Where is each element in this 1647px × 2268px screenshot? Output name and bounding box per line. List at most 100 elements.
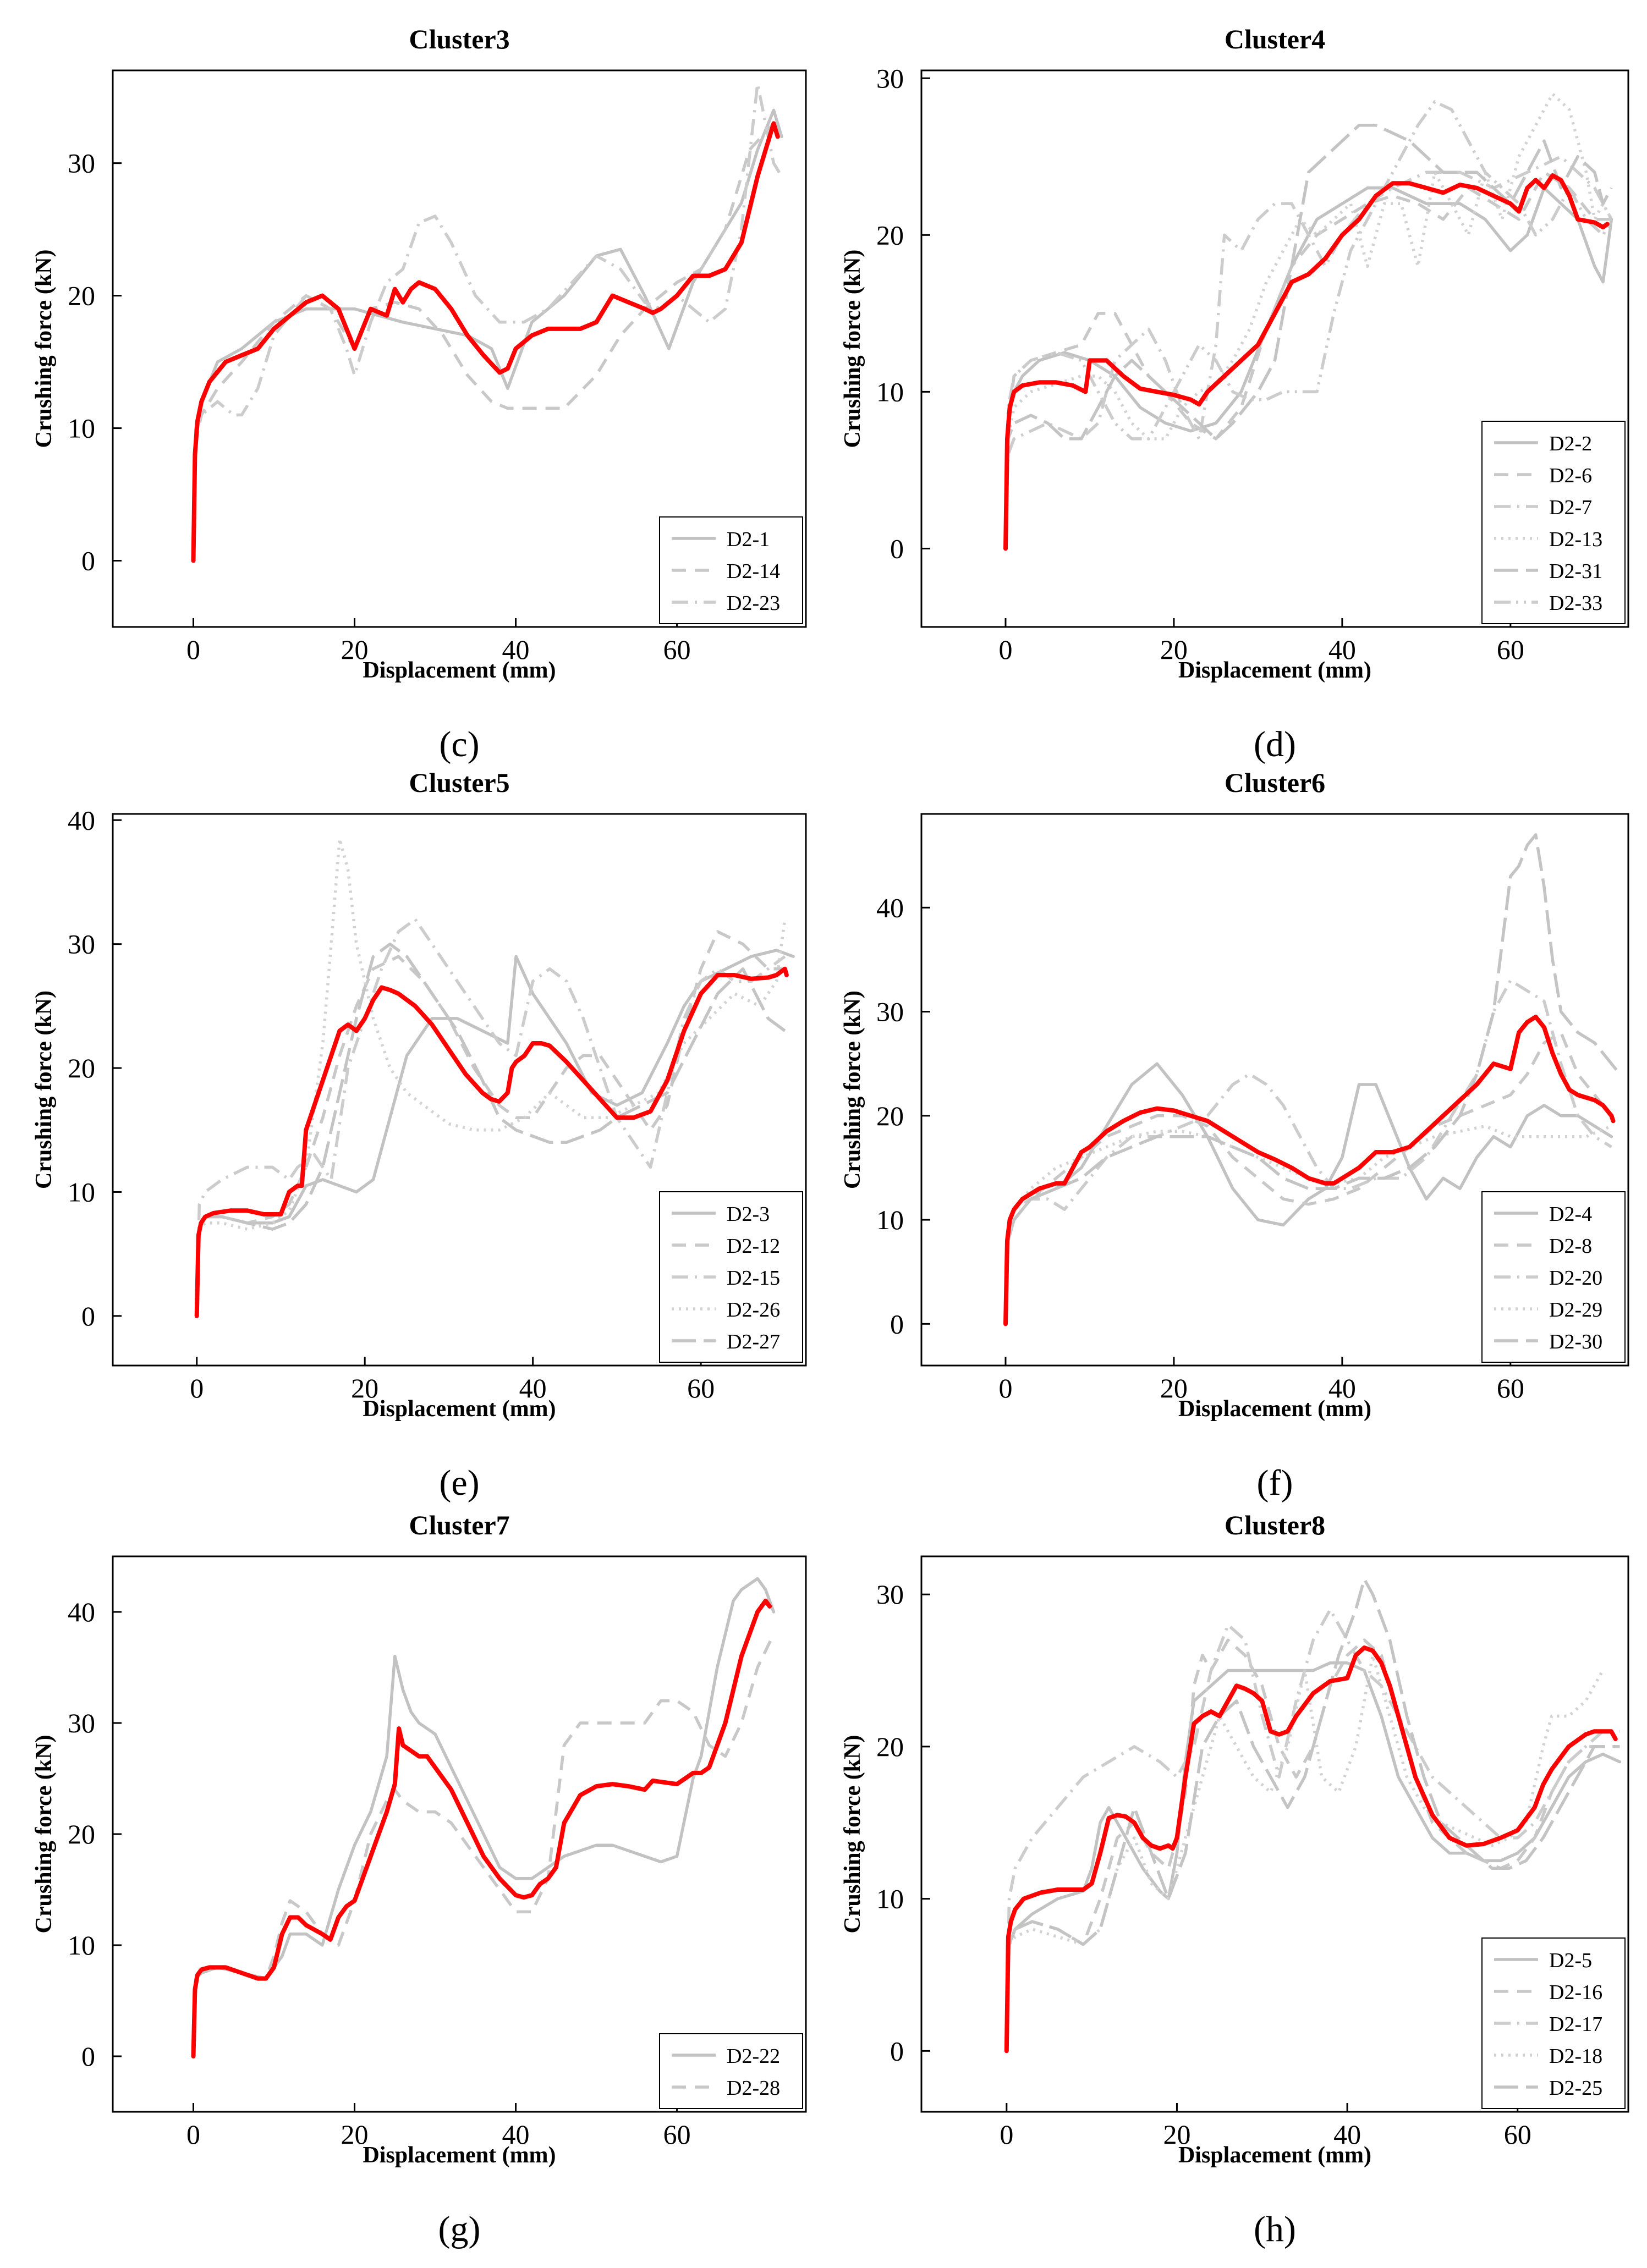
x-tick-label: 60 — [687, 1373, 715, 1403]
series-line-d2-17 — [1005, 1608, 1620, 2051]
legend-label: D2-7 — [1549, 496, 1592, 519]
x-tick-label: 0 — [190, 1373, 204, 1403]
x-tick-label: 20 — [341, 634, 369, 665]
x-tick-label: 40 — [502, 2119, 530, 2150]
series-line-d2-5 — [1005, 1661, 1622, 2053]
plot-frame — [112, 1555, 807, 2113]
x-tick-label: 60 — [1504, 2119, 1531, 2150]
series-line-d2-20 — [1004, 979, 1612, 1324]
series-line-d2-25 — [1005, 1577, 1620, 2051]
series-line-d2-33 — [1004, 100, 1613, 549]
x-axis-label: Displacement (mm) — [1178, 2143, 1371, 2168]
y-tick-label: 30 — [876, 997, 904, 1027]
series-line-d2-23 — [191, 82, 783, 561]
y-axis-label: Crushing force (kN) — [840, 1735, 865, 1934]
y-tick-label: 30 — [876, 1579, 904, 1610]
y-tick-label: 0 — [890, 2035, 904, 2066]
legend-label: D2-8 — [1549, 1235, 1592, 1258]
chart-cluster4: Cluster4 0 20 40 60 0 10 20 30 Displacement (mm) C… — [840, 24, 1629, 764]
y-tick-label: 40 — [876, 892, 904, 923]
legend-label: D2-25 — [1549, 2077, 1602, 2100]
x-tick-label: 0 — [186, 2119, 200, 2150]
legend-label: D2-5 — [1549, 1949, 1592, 1972]
y-axis-label: Crushing force (kN) — [31, 990, 57, 1189]
y-tick-label: 20 — [68, 1053, 95, 1083]
x-axis-label: Displacement (mm) — [363, 658, 556, 683]
series-line-d2-14 — [191, 122, 783, 561]
panel-label: (e) — [439, 1463, 479, 1503]
series-line-d2-31 — [1004, 124, 1613, 549]
legend: D2-2 D2-6 D2-7 D2-13 D2-31 D2-33 — [1481, 421, 1626, 624]
y-tick-label: 30 — [68, 1708, 95, 1738]
y-tick-label: 20 — [876, 1100, 904, 1131]
y-tick-label: 10 — [876, 1884, 904, 1914]
panel-label: (g) — [438, 2209, 481, 2249]
legend-label: D2-30 — [1549, 1330, 1602, 1353]
x-tick-label: 40 — [1328, 1373, 1356, 1403]
x-tick-label: 40 — [519, 1373, 547, 1403]
x-axis-label: Displacement (mm) — [363, 2143, 556, 2168]
series-line-average — [191, 121, 780, 563]
series-line-average — [1003, 173, 1610, 551]
y-tick-label: 40 — [68, 1597, 95, 1627]
x-tick-label: 20 — [1160, 1373, 1188, 1403]
chart-title: Cluster6 — [1225, 767, 1325, 798]
legend-label: D2-15 — [727, 1267, 780, 1290]
y-tick-label: 30 — [876, 63, 904, 93]
panel-label: (f) — [1257, 1463, 1293, 1503]
series-line-d2-4 — [1004, 1062, 1613, 1326]
chart-title: Cluster4 — [1225, 24, 1325, 54]
series-line-d2-28 — [191, 1633, 775, 2057]
x-tick-label: 60 — [663, 634, 691, 665]
series-line-d2-1 — [191, 108, 783, 563]
x-tick-label: 40 — [502, 634, 530, 665]
series-line-d2-15 — [195, 917, 786, 1316]
legend: D2-4 D2-8 D2-20 D2-29 D2-30 — [1481, 1191, 1626, 1363]
legend-label: D2-33 — [1549, 592, 1602, 615]
chart-title: Cluster3 — [409, 24, 509, 54]
legend-box — [1481, 421, 1626, 624]
series-line-d2-30 — [1004, 833, 1621, 1324]
y-tick-label: 20 — [68, 280, 95, 311]
legend: D2-5 D2-16 D2-17 D2-18 D2-25 — [1481, 1937, 1626, 2109]
plot-frame — [920, 813, 1629, 1367]
x-tick-label: 20 — [351, 1373, 378, 1403]
legend-label: D2-1 — [727, 528, 770, 551]
legend-label: D2-23 — [727, 592, 780, 615]
legend: D2-22 D2-28 — [659, 2033, 803, 2109]
plot-frame — [920, 1555, 1629, 2113]
x-tick-label: 0 — [998, 1373, 1012, 1403]
chart-cluster8: Cluster8 0 20 40 60 0 10 20 30 Displacement (mm) C… — [840, 1510, 1629, 2249]
series-line-d2-7 — [1004, 155, 1613, 549]
x-tick-label: 40 — [1333, 2119, 1361, 2150]
series-line-average — [1004, 1645, 1618, 2054]
x-tick-label: 60 — [1497, 1373, 1524, 1403]
series-line-d2-16 — [1005, 1638, 1620, 2051]
y-tick-label: 10 — [876, 1204, 904, 1235]
legend-label: D2-13 — [1549, 528, 1602, 551]
y-axis-label: Crushing force (kN) — [840, 990, 865, 1189]
x-tick-label: 60 — [663, 2119, 691, 2150]
y-tick-label: 0 — [81, 546, 95, 576]
y-tick-label: 0 — [890, 1308, 904, 1339]
legend-label: D2-6 — [1549, 464, 1592, 487]
legend-label: D2-18 — [1549, 2045, 1602, 2068]
legend-label: D2-17 — [1549, 2013, 1602, 2036]
legend-label: D2-26 — [727, 1298, 780, 1322]
y-tick-label: 20 — [876, 219, 904, 250]
y-tick-label: 10 — [68, 1930, 95, 1961]
legend-label: D2-27 — [727, 1330, 780, 1353]
x-axis-label: Displacement (mm) — [363, 1396, 556, 1422]
plot-frame — [920, 69, 1629, 628]
x-tick-label: 40 — [1328, 634, 1356, 665]
legend-label: D2-3 — [727, 1203, 770, 1226]
y-tick-label: 30 — [68, 929, 95, 960]
x-axis-label: Displacement (mm) — [1178, 658, 1371, 683]
series-line-d2-27 — [195, 942, 786, 1316]
x-tick-label: 20 — [341, 2119, 369, 2150]
legend-label: D2-2 — [1549, 432, 1592, 455]
panel-label: (h) — [1254, 2209, 1296, 2249]
